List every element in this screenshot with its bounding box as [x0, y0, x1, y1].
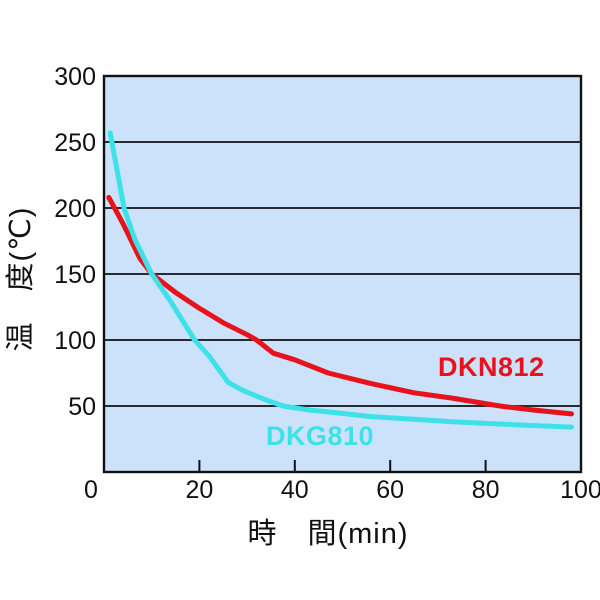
y-tick-label-200: 200 [54, 195, 96, 223]
curve-dkg810 [107, 130, 574, 430]
x-tick-label-100: 100 [560, 476, 600, 504]
y-tick-label-150: 150 [54, 261, 96, 289]
series-label-dkg810: DKG810 [266, 421, 375, 451]
x-tick-label-0: 0 [84, 476, 98, 504]
series-group [106, 130, 574, 430]
x-tick-label-80: 80 [472, 476, 500, 504]
y-axis-title: 温 度(℃) [5, 206, 37, 352]
x-axis-title: 時 間(min) [247, 518, 409, 550]
x-tick-label-40: 40 [281, 476, 309, 504]
y-tick-label-50: 50 [68, 393, 96, 421]
y-tick-label-300: 300 [54, 63, 96, 91]
y-tick-label-100: 100 [54, 327, 96, 355]
plot-border [102, 74, 583, 474]
x-tick-label-20: 20 [185, 476, 213, 504]
x-tick-label-60: 60 [376, 476, 404, 504]
series-label-dkn812: DKN812 [438, 352, 545, 382]
y-tick-label-250: 250 [54, 129, 96, 157]
